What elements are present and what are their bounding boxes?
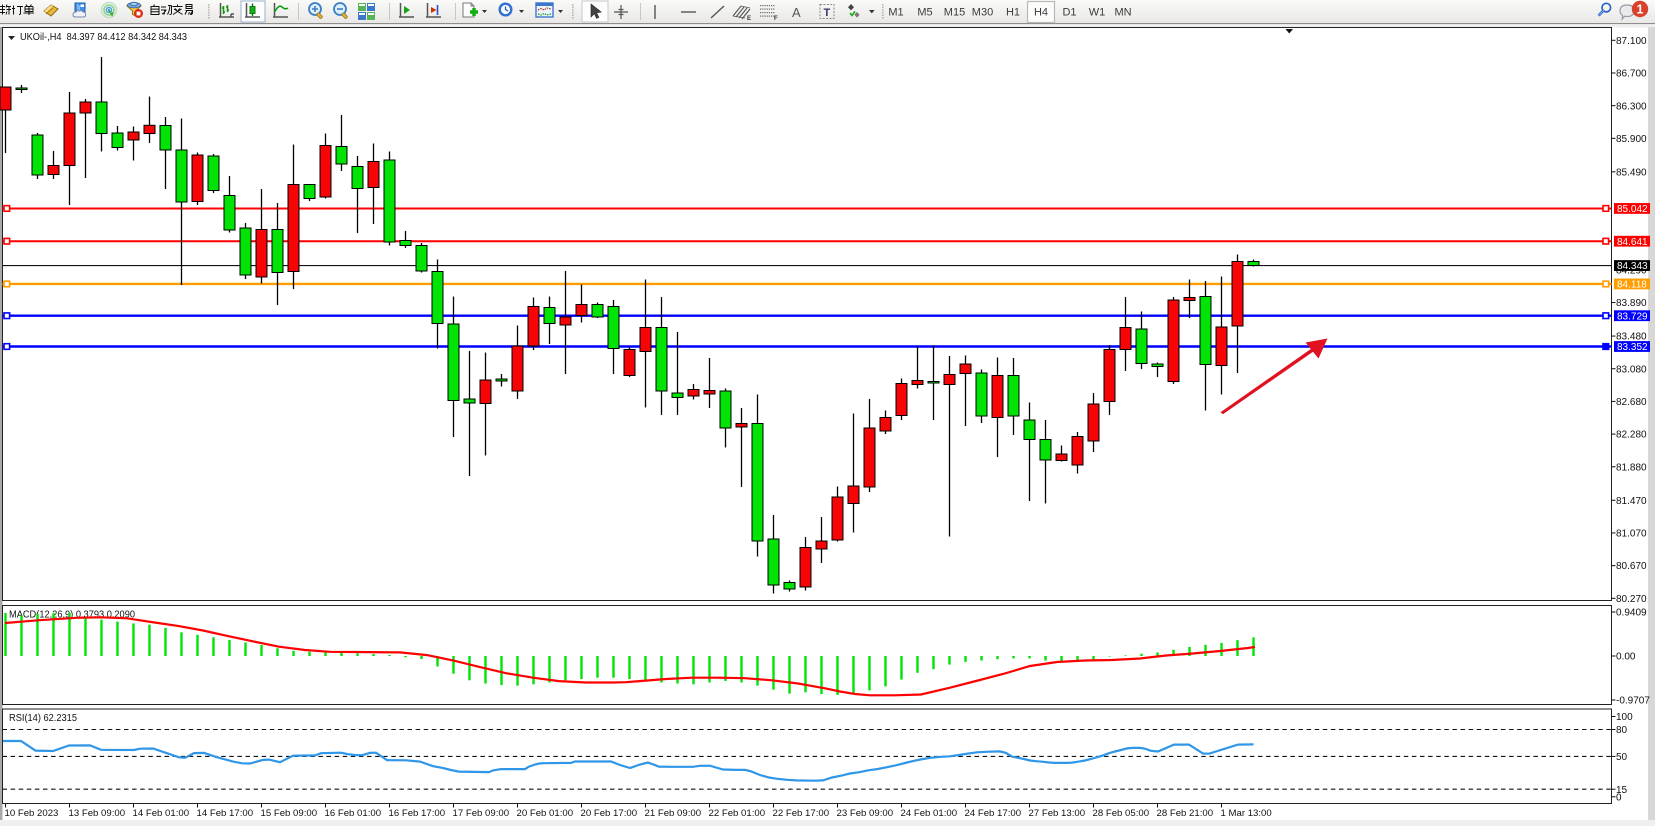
svg-text:20 Feb 17:00: 20 Feb 17:00 [581, 808, 638, 819]
svg-text:22 Feb 01:00: 22 Feb 01:00 [709, 808, 766, 819]
svg-text:27 Feb 13:00: 27 Feb 13:00 [1029, 808, 1086, 819]
svg-text:85.490: 85.490 [1616, 167, 1647, 178]
svg-text:82.680: 82.680 [1616, 397, 1647, 408]
svg-text:24 Feb 01:00: 24 Feb 01:00 [901, 808, 958, 819]
svg-text:MN: MN [1114, 7, 1131, 19]
svg-text:UKOil-,H4 84.397 84.412 84.34: UKOil-,H4 84.397 84.412 84.342 84.343 [20, 32, 187, 43]
svg-text:83.480: 83.480 [1616, 332, 1647, 343]
svg-text:81.880: 81.880 [1616, 462, 1647, 473]
svg-text:W1: W1 [1089, 7, 1106, 19]
svg-text:85.042: 85.042 [1617, 204, 1648, 215]
svg-text:80.270: 80.270 [1616, 594, 1647, 605]
svg-text:MACD(12,26,9) 0.3793 0.2090: MACD(12,26,9) 0.3793 0.2090 [9, 610, 135, 621]
svg-text:0.00: 0.00 [1616, 652, 1636, 663]
svg-text:80: 80 [1616, 725, 1628, 736]
svg-text:20 Feb 01:00: 20 Feb 01:00 [517, 808, 574, 819]
svg-text:M30: M30 [972, 7, 993, 19]
svg-text:15 Feb 09:00: 15 Feb 09:00 [261, 808, 318, 819]
svg-text:14 Feb 17:00: 14 Feb 17:00 [197, 808, 254, 819]
svg-text:H4: H4 [1034, 7, 1048, 19]
svg-text:83.729: 83.729 [1617, 311, 1648, 322]
svg-text:85.900: 85.900 [1616, 134, 1647, 145]
svg-text:H1: H1 [1006, 7, 1020, 19]
svg-text:81.470: 81.470 [1616, 496, 1647, 507]
svg-text:84.343: 84.343 [1617, 261, 1648, 272]
svg-text:0.9409: 0.9409 [1616, 608, 1647, 619]
svg-text:0: 0 [1616, 792, 1622, 803]
svg-text:M1: M1 [888, 7, 903, 19]
svg-text:21 Feb 09:00: 21 Feb 09:00 [645, 808, 702, 819]
svg-text:83.352: 83.352 [1617, 342, 1648, 353]
svg-text:28 Feb 05:00: 28 Feb 05:00 [1093, 808, 1150, 819]
svg-text:24 Feb 17:00: 24 Feb 17:00 [965, 808, 1022, 819]
svg-text:87.100: 87.100 [1616, 36, 1647, 47]
svg-text:-0.9707: -0.9707 [1616, 696, 1650, 707]
svg-text:10 Feb 2023: 10 Feb 2023 [5, 808, 59, 819]
svg-text:50: 50 [1616, 752, 1628, 763]
svg-text:86.700: 86.700 [1616, 69, 1647, 80]
svg-text:83.890: 83.890 [1616, 298, 1647, 309]
svg-text:17 Feb 09:00: 17 Feb 09:00 [453, 808, 510, 819]
svg-text:D1: D1 [1062, 7, 1076, 19]
svg-text:100: 100 [1616, 712, 1633, 723]
svg-text:M5: M5 [917, 7, 932, 19]
svg-text:1 Mar 13:00: 1 Mar 13:00 [1221, 808, 1272, 819]
svg-text:84.290: 84.290 [1616, 265, 1647, 276]
svg-text:E: E [747, 16, 751, 22]
svg-text:80.670: 80.670 [1616, 561, 1647, 572]
svg-text:F: F [774, 16, 778, 22]
svg-text:14 Feb 01:00: 14 Feb 01:00 [133, 808, 190, 819]
svg-text:28 Feb 21:00: 28 Feb 21:00 [1157, 808, 1214, 819]
svg-text:1: 1 [1637, 2, 1644, 16]
svg-text:23 Feb 09:00: 23 Feb 09:00 [837, 808, 894, 819]
svg-text:83.080: 83.080 [1616, 364, 1647, 375]
svg-text:82.280: 82.280 [1616, 430, 1647, 441]
svg-text:81.070: 81.070 [1616, 529, 1647, 540]
svg-text:15: 15 [1616, 785, 1628, 796]
svg-text:84.118: 84.118 [1617, 280, 1647, 291]
svg-text:16 Feb 01:00: 16 Feb 01:00 [325, 808, 382, 819]
svg-text:M15: M15 [944, 7, 965, 19]
svg-text:A: A [792, 5, 801, 20]
svg-text:RSI(14) 62.2315: RSI(14) 62.2315 [9, 713, 77, 724]
svg-text:13 Feb 09:00: 13 Feb 09:00 [69, 808, 126, 819]
svg-text:16 Feb 17:00: 16 Feb 17:00 [389, 808, 446, 819]
svg-text:22 Feb 17:00: 22 Feb 17:00 [773, 808, 830, 819]
svg-text:86.300: 86.300 [1616, 101, 1647, 112]
svg-text:T: T [824, 7, 831, 19]
svg-text:84.641: 84.641 [1617, 237, 1648, 248]
